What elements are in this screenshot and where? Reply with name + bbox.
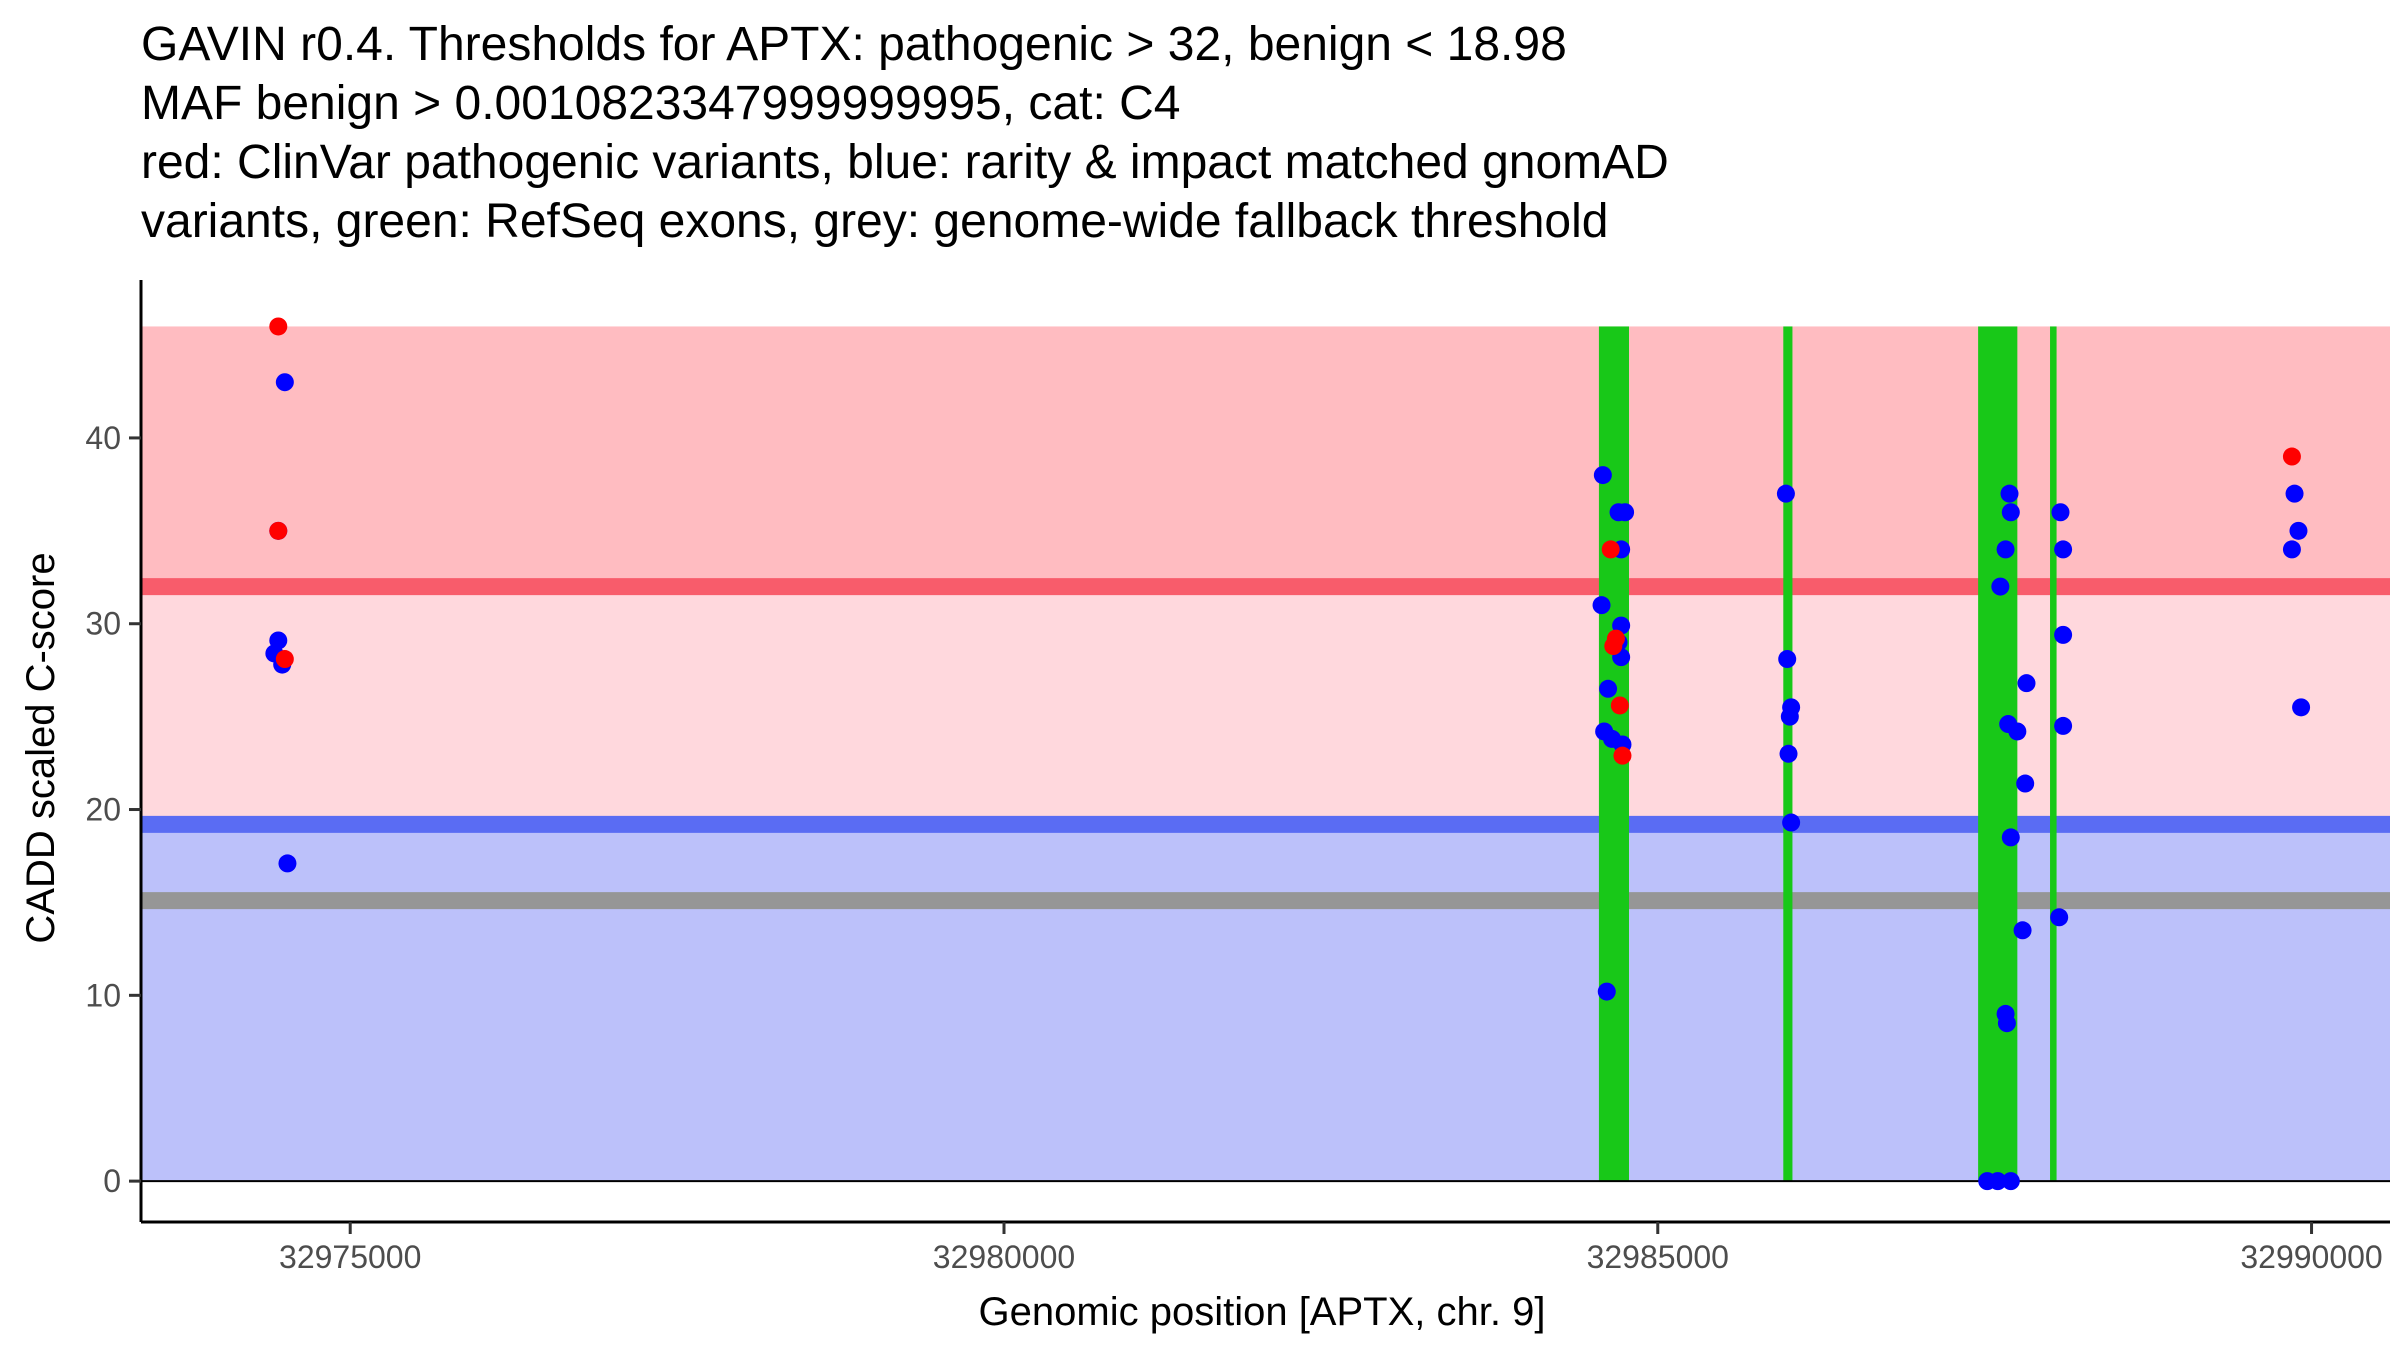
- gnomad-point: [1779, 744, 1798, 763]
- gnomad-point: [2000, 484, 2019, 503]
- gnomad-point: [2289, 521, 2308, 540]
- title-line-1: GAVIN r0.4. Thresholds for APTX: pathoge…: [141, 18, 1567, 71]
- y-tick-label: 40: [85, 420, 121, 456]
- gnomad-point: [278, 854, 297, 873]
- gnomad-point: [1997, 1014, 2016, 1033]
- gnomad-point: [2285, 484, 2304, 503]
- plot-area: [141, 317, 2390, 1191]
- axes: 0 10 20 30 40 32975000 32980000 32985000 3299000…: [85, 280, 2390, 1275]
- gnomad-point: [1776, 484, 1795, 503]
- gnomad-point: [1780, 707, 1799, 726]
- gnomad-point: [2013, 921, 2032, 940]
- chart-title: GAVIN r0.4. Thresholds for APTX: pathoge…: [141, 18, 1669, 248]
- gnomad-point: [2054, 716, 2073, 735]
- gnomad-point: [2050, 908, 2069, 927]
- gnomad-point: [1782, 813, 1801, 832]
- gnomad-point: [2054, 625, 2073, 644]
- gnomad-point: [1616, 503, 1635, 522]
- clinvar-point: [1610, 696, 1629, 715]
- exon-bar-3: [1978, 326, 2018, 1182]
- gnomad-point: [2008, 722, 2027, 741]
- gnomad-point: [1778, 650, 1797, 669]
- x-tick-label: 32975000: [279, 1239, 421, 1275]
- gnomad-point: [1991, 577, 2010, 596]
- gnomad-point: [2001, 1172, 2020, 1191]
- gnomad-point: [2001, 503, 2020, 522]
- gnomad-point: [2016, 774, 2035, 793]
- y-tick-label: 20: [85, 792, 121, 828]
- exon-bar-4: [2050, 326, 2057, 1182]
- gnomad-point: [1599, 679, 1618, 698]
- x-axis-label: Genomic position [APTX, chr. 9]: [979, 1290, 1546, 1334]
- gnomad-point: [2282, 540, 2301, 559]
- clinvar-point: [1613, 746, 1632, 765]
- clinvar-point: [1601, 540, 1620, 559]
- gnomad-point: [1988, 1172, 2007, 1191]
- title-line-2: MAF benign > 0.0010823347999999995, cat:…: [141, 77, 1180, 130]
- clinvar-point: [269, 521, 288, 540]
- gnomad-point: [2001, 828, 2020, 847]
- gnomad-point: [2051, 503, 2070, 522]
- y-tick-label: 30: [85, 606, 121, 642]
- y-axis-label: CADD scaled C-score: [19, 552, 63, 943]
- x-tick-label: 32980000: [933, 1239, 1075, 1275]
- gnomad-point: [2017, 674, 2036, 693]
- gnomad-point: [2292, 698, 2311, 717]
- x-tick-label: 32990000: [2240, 1239, 2382, 1275]
- clinvar-point: [2282, 447, 2301, 466]
- title-line-3: red: ClinVar pathogenic variants, blue: …: [141, 136, 1669, 189]
- clinvar-point: [269, 317, 288, 336]
- y-tick-label: 10: [85, 977, 121, 1013]
- gnomad-point: [2054, 540, 2073, 559]
- y-tick-label: 0: [103, 1163, 121, 1199]
- gnomad-point: [275, 373, 294, 392]
- x-tick-label: 32985000: [1587, 1239, 1729, 1275]
- gnomad-point: [1597, 982, 1616, 1001]
- clinvar-point: [1604, 637, 1623, 656]
- gnomad-point: [1996, 540, 2015, 559]
- gnomad-point: [1592, 596, 1611, 615]
- clinvar-point: [275, 650, 294, 669]
- gnomad-point: [1593, 466, 1612, 485]
- title-line-4: variants, green: RefSeq exons, grey: gen…: [141, 195, 1608, 248]
